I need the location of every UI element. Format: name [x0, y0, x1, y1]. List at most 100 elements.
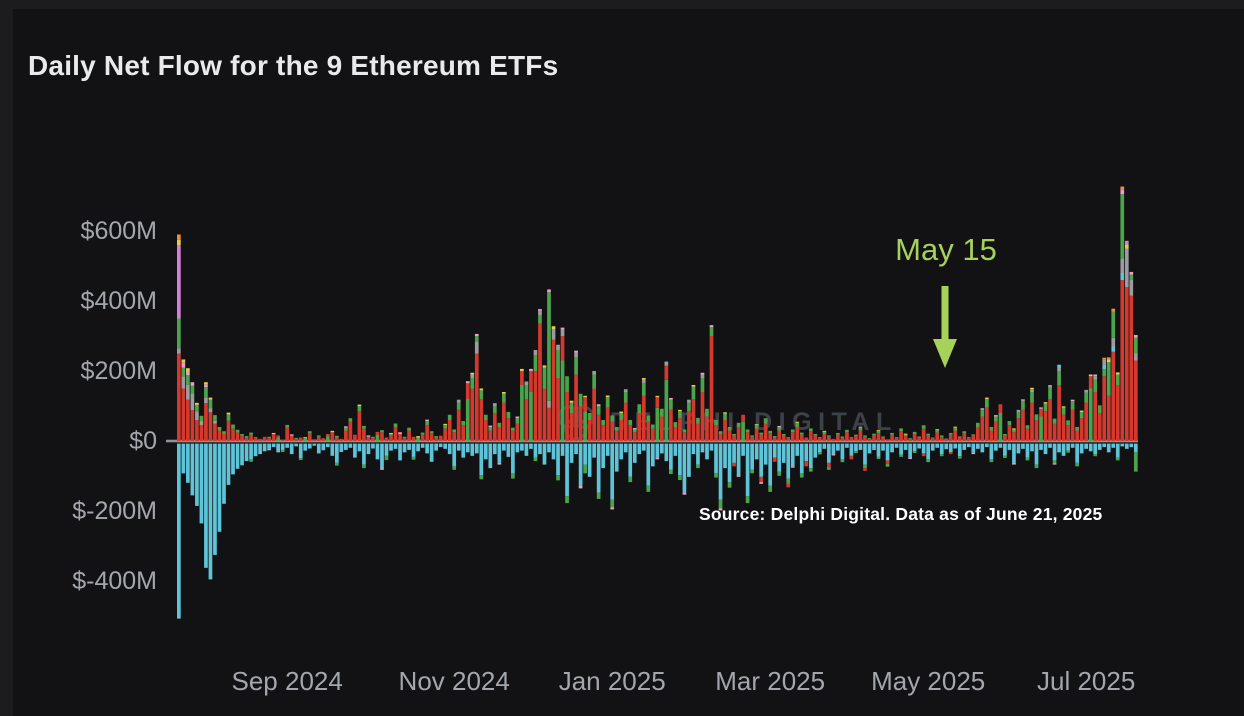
flow-bar [736, 422, 741, 477]
flow-bar [1133, 334, 1138, 472]
x-tick-label: Sep 2024 [231, 666, 343, 696]
flow-bar [723, 412, 727, 469]
flow-bar [1129, 271, 1134, 448]
flow-bar [407, 427, 411, 450]
flow-bar [294, 437, 299, 447]
flow-bar [502, 392, 506, 451]
panel-edge-top [0, 0, 1244, 9]
flow-bar [619, 411, 624, 460]
flow-bar [903, 433, 908, 450]
flow-bar [204, 382, 208, 568]
flow-bar [741, 414, 745, 456]
flow-bar [935, 429, 940, 448]
flow-bar [971, 434, 976, 455]
flow-bar [253, 437, 258, 457]
flow-bar [863, 435, 867, 471]
flow-bar [1066, 420, 1070, 453]
flow-bar [231, 424, 235, 475]
flow-bar [795, 421, 800, 456]
flow-bar [271, 432, 276, 448]
flow-bar [759, 432, 764, 484]
flow-bar [339, 438, 344, 452]
flow-bar [623, 389, 628, 453]
flow-bar [975, 422, 980, 449]
flow-bar [691, 385, 696, 455]
flow-bar [560, 327, 565, 456]
flow-bar [682, 429, 687, 495]
flow-bar [673, 422, 678, 456]
flow-bar [312, 439, 317, 446]
flow-bar [754, 424, 759, 460]
flow-bar [917, 436, 921, 449]
flow-bar [840, 436, 845, 463]
flow-bar [569, 400, 574, 463]
flow-bar [1025, 425, 1030, 461]
flow-bar [226, 412, 231, 485]
flow-bar [1061, 406, 1066, 456]
flow-bar [966, 437, 971, 448]
flow-bar [858, 426, 863, 450]
flow-bar [790, 429, 795, 468]
flow-bar [1052, 418, 1057, 465]
flow-bar [646, 415, 651, 492]
flow-bar [511, 427, 515, 479]
flow-bar [520, 368, 524, 451]
flow-bar [380, 430, 384, 470]
flow-bar [822, 430, 827, 449]
flow-bar [244, 436, 249, 462]
flow-bar [948, 432, 953, 455]
flow-bar [578, 393, 583, 489]
flow-bar [465, 381, 470, 453]
flow-bar [912, 431, 917, 454]
flow-bar [804, 437, 809, 467]
flow-bar [696, 417, 700, 469]
flow-bar [483, 414, 488, 460]
flow-bar [926, 433, 931, 463]
flow-bar [944, 438, 949, 450]
flow-bar [1106, 357, 1111, 453]
flow-bar [732, 434, 736, 467]
flow-bar [307, 431, 312, 449]
flow-bar [845, 429, 849, 448]
flow-bar [190, 382, 195, 496]
may-15-annotation: May 15 [884, 232, 1008, 268]
flow-bar [416, 436, 420, 452]
source-note: Source: Delphi Digital. Data as of June … [699, 504, 1103, 524]
flow-bar [867, 438, 872, 454]
flow-bar [894, 437, 899, 448]
flow-bar [660, 408, 664, 454]
x-axis: Sep 2024 Nov 2024 Jan 2025 Mar 2025 May 2025… [0, 663, 1244, 703]
flow-bar [641, 378, 646, 451]
flow-bar [1075, 427, 1079, 467]
flow-bar [289, 434, 294, 455]
flow-bar [637, 404, 642, 455]
flow-bar [181, 359, 186, 474]
flow-bar [872, 433, 876, 450]
x-tick-label: Mar 2025 [715, 666, 826, 696]
flow-bar [524, 381, 529, 456]
flow-bar [1016, 409, 1021, 454]
flow-bar [957, 436, 962, 459]
flow-bar [474, 333, 479, 454]
flow-bar [601, 420, 606, 469]
flow-bar [799, 432, 804, 478]
flow-bar [1120, 186, 1125, 447]
flow-bar [881, 436, 885, 451]
flow-bar [899, 428, 903, 457]
flow-bar [583, 395, 587, 474]
flow-bar [497, 422, 502, 465]
flow-bar [836, 432, 840, 451]
flow-bar [989, 427, 994, 463]
flow-bar [1021, 399, 1025, 449]
flow-bar [177, 234, 181, 619]
flow-bar [687, 399, 691, 477]
flow-bar [538, 309, 542, 455]
flow-bar [330, 430, 335, 456]
flow-bar [1124, 240, 1129, 449]
flow-bar [628, 420, 633, 483]
flow-bar [849, 437, 854, 460]
flow-bar [208, 397, 213, 580]
flow-bar [565, 376, 569, 504]
flow-bar [705, 408, 709, 460]
